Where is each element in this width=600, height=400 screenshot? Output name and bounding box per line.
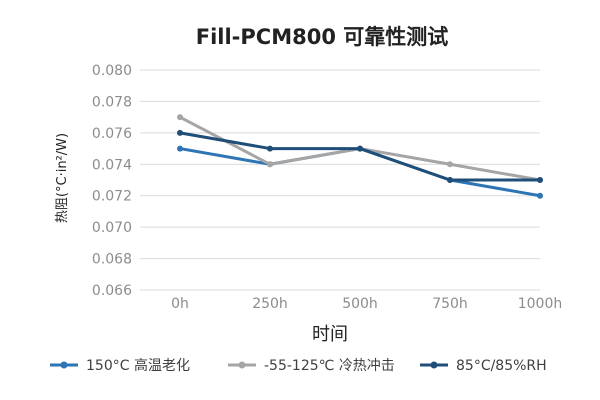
data-point: [267, 161, 273, 168]
data-point: [177, 145, 183, 152]
x-tick-label: 250h: [252, 296, 288, 312]
y-tick-label: 0.074: [92, 157, 132, 173]
y-tick-label: 0.070: [92, 220, 132, 236]
y-tick-label: 0.078: [92, 94, 132, 110]
gridlines: [140, 69, 540, 291]
x-tick-label: 750h: [432, 296, 468, 312]
legend-label: -55-125℃ 冷热冲击: [264, 358, 395, 374]
x-axis-label: 时间: [312, 324, 348, 345]
data-point: [267, 145, 273, 152]
legend-item: 150°C 高温老化: [50, 357, 190, 374]
y-tick-label: 0.068: [92, 252, 132, 268]
x-tick-label: 0h: [171, 296, 189, 312]
data-point: [447, 161, 453, 168]
data-point: [447, 177, 453, 183]
x-axis-tick-labels: 0h 250h 500h 750h 1000h: [171, 296, 562, 312]
data-point: [357, 145, 363, 152]
data-point: [537, 192, 543, 199]
series-line: [179, 131, 540, 182]
data-point: [537, 177, 543, 183]
data-point: [177, 129, 183, 136]
y-tick-label: 0.066: [92, 283, 132, 299]
data-point: [177, 114, 183, 121]
x-tick-label: 1000h: [518, 296, 563, 312]
series-line: [179, 147, 541, 198]
legend-item: 85°C/85%RH: [420, 358, 547, 374]
legend-label: 150°C 高温老化: [86, 357, 190, 374]
legend-item: -55-125℃ 冷热冲击: [228, 358, 395, 374]
x-tick-label: 500h: [342, 296, 378, 312]
y-axis-tick-labels: 0.066 0.068 0.070 0.072 0.074 0.076 0.078 0.080: [92, 63, 132, 299]
legend-marker: [60, 361, 68, 369]
legend-marker: [238, 361, 246, 369]
chart-title: Fill-PCM800 可靠性测试: [196, 25, 449, 49]
y-tick-label: 0.076: [92, 126, 132, 142]
legend: 150°C 高温老化 -55-125℃ 冷热冲击 85°C/85%RH: [50, 357, 547, 374]
y-axis-label: 热阻(°C·in²/W): [55, 133, 70, 223]
y-tick-label: 0.072: [92, 189, 132, 205]
legend-marker: [430, 361, 438, 369]
legend-label: 85°C/85%RH: [456, 358, 547, 374]
series-3: [177, 129, 543, 183]
series-layer: [177, 114, 543, 199]
y-tick-label: 0.080: [92, 63, 132, 79]
